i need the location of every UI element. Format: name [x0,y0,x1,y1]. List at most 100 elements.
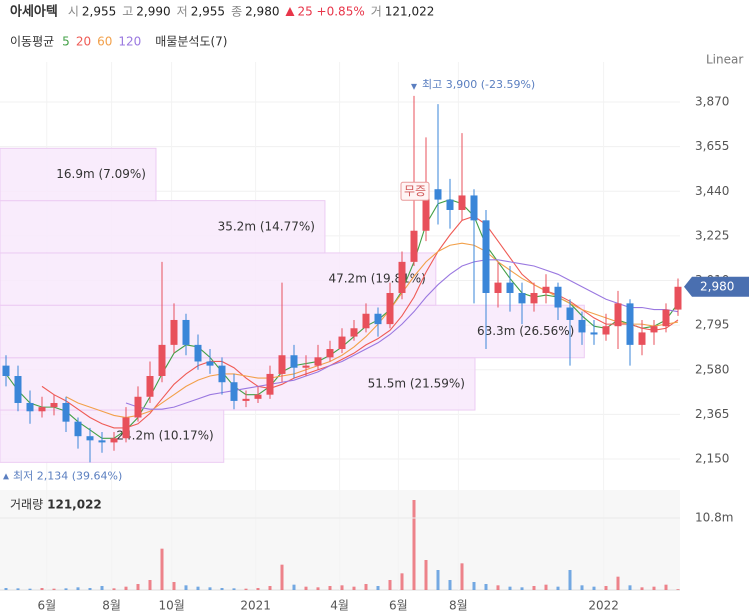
volume-bar [268,586,272,590]
candle-body [278,355,286,374]
volume-bar [400,573,404,590]
volume-bar [172,582,176,590]
candle-body [482,220,490,293]
candle-body [110,438,118,443]
volume-bar [52,588,56,590]
profile-label: 16.9m (7.09%) [56,167,146,181]
volume-bar [340,585,344,590]
candle-body [122,417,130,439]
volume-bar [580,585,584,590]
event-label: 무증 [404,184,426,198]
volume-bar [592,586,596,590]
ma-line [41,215,679,429]
candle-body [326,349,334,358]
volume-bar [256,588,260,590]
volume-bar [28,588,32,590]
scale-label: Linear [706,53,743,67]
volume-bar [112,588,116,590]
volume-bar [376,586,380,590]
candle-body [530,292,538,304]
profile-band [0,304,585,359]
volume-bar [244,588,248,590]
candle-body [662,309,670,327]
volume-bar [316,587,320,590]
volume-bar [568,570,572,590]
quote-value: 2,980 [245,5,279,19]
volume-bar [196,586,200,590]
quote-label: 거 [371,5,382,19]
quote-label: 저 [177,5,188,19]
y-tick-label: 3,440 [695,184,729,198]
candle-body [554,286,562,308]
x-tick-label: 6월 [389,599,408,613]
volume-bar [184,585,188,590]
candle-body [602,326,610,335]
volume-bar [556,586,560,590]
volume-bar [160,548,164,590]
volume-bar [232,588,236,590]
stock-name: 아세아텍 [10,4,58,20]
candle-body [302,365,310,368]
quote-label: 고 [122,5,133,19]
candle-body [98,440,106,443]
volume-bar [388,580,392,590]
candle-body [218,365,226,383]
volume-bar [484,584,488,590]
volume-bar [136,584,140,590]
profile-legend: 매물분석도(7) [155,35,227,49]
candle-body [242,398,250,401]
candle-body [194,344,202,362]
candle-body [374,313,382,325]
candle-body [62,402,70,422]
y-tick-label: 2,580 [695,362,729,376]
volume-bar [280,564,284,590]
volume-bar [292,584,296,590]
volume-bar [640,587,644,590]
up-triangle [285,7,295,16]
candle-body [566,307,574,320]
volume-bar [304,586,308,590]
candle-body [182,319,190,345]
candle-body [254,394,262,399]
volume-bar [628,585,632,590]
quote-label: 종 [231,5,242,19]
volume-bar [448,580,452,590]
quote-value: 25 +0.85% [297,5,364,19]
ma-legend: 120 [118,35,141,49]
profile-band [0,147,157,202]
volume-bar [220,588,224,590]
volume-bar [124,586,128,590]
quote-value: 121,022 [385,5,435,19]
volume-bar [544,584,548,590]
candle-body [206,361,214,366]
candle-body [350,328,358,337]
candle-body [494,282,502,293]
candle-body [506,282,514,293]
candle-body [170,319,178,345]
candle-body [458,195,466,210]
candle-body [398,261,406,293]
candle-body [230,382,238,401]
x-tick-label: 10월 [158,599,184,613]
x-tick-label: 8월 [449,599,468,613]
profile-label: 35.2m (14.77%) [218,219,315,233]
volume-bar [520,587,524,590]
candle-body [638,332,646,345]
x-tick-label: 6월 [37,599,56,613]
candle-body [50,402,58,408]
quote-label: 시 [68,5,79,19]
y-tick-label: 3,225 [695,228,729,242]
volume-bar [148,580,152,590]
price-badge-label: 2,980 [700,279,734,293]
price-badge [684,276,749,297]
ma-line [65,242,679,419]
candle-body [386,292,394,325]
volume-bar [208,587,212,590]
candle-body [266,373,274,395]
ma-legend: 5 [62,35,70,49]
candle-body [446,199,454,210]
volume-bar [508,586,512,590]
ma-line [125,259,679,410]
